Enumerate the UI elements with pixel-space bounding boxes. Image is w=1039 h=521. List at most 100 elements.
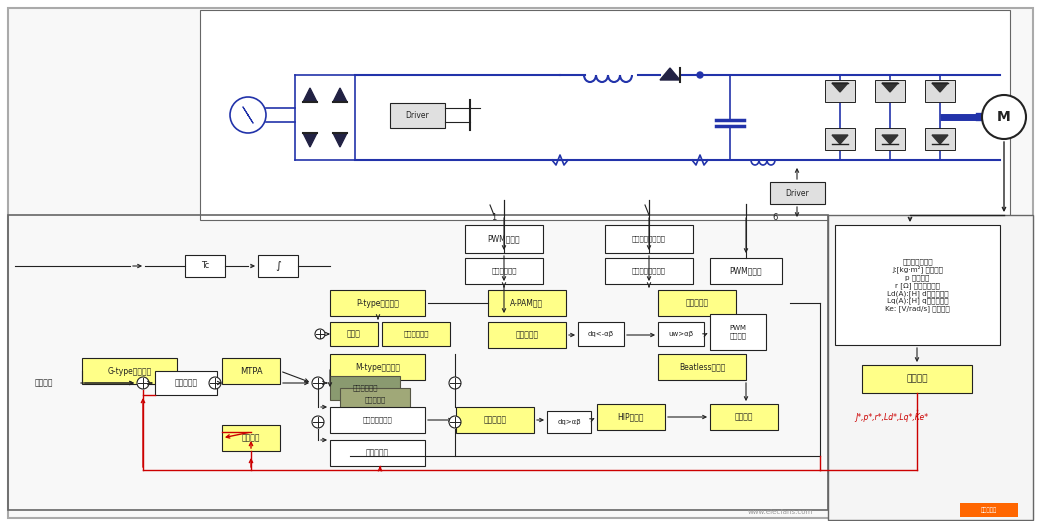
- Circle shape: [449, 416, 461, 428]
- Text: 解耦合前馈控制: 解耦合前馈控制: [363, 417, 393, 423]
- Bar: [330, 290, 425, 316]
- Bar: [222, 358, 279, 384]
- Text: Driver: Driver: [405, 110, 429, 119]
- Bar: [488, 290, 566, 316]
- Bar: [390, 103, 445, 128]
- Bar: [330, 440, 425, 466]
- Text: www.elecfans.com: www.elecfans.com: [747, 509, 812, 515]
- Circle shape: [315, 329, 325, 339]
- Text: 速度调节器: 速度调节器: [175, 378, 197, 388]
- Text: 转速指令: 转速指令: [35, 378, 53, 388]
- Text: PWM发生器: PWM发生器: [729, 267, 763, 276]
- Text: 电机参数输入：
J:[kg·m²] 转动惯量
p 磁极对数
r [Ω] 绕组一相电阻
Ld(A):[H] d轴同步电感
Lq(A):[H] q轴同步电感
Ke:: 电机参数输入： J:[kg·m²] 转动惯量 p 磁极对数 r [Ω] 绕组一相…: [885, 258, 950, 312]
- Bar: [925, 128, 955, 150]
- Bar: [465, 258, 543, 284]
- Bar: [960, 503, 1018, 517]
- Circle shape: [230, 97, 266, 133]
- Bar: [825, 128, 855, 150]
- Bar: [710, 404, 778, 430]
- Bar: [330, 376, 400, 400]
- Bar: [465, 225, 543, 253]
- Text: G-type力矩控制: G-type力矩控制: [107, 366, 152, 376]
- Text: 死区补偿: 死区补偿: [735, 413, 753, 421]
- Text: 电流调节器: 电流调节器: [366, 449, 389, 457]
- Text: 1: 1: [491, 214, 497, 222]
- Text: 电压调节器: 电压调节器: [483, 416, 507, 425]
- Text: 锁相环: 锁相环: [347, 329, 361, 339]
- Circle shape: [312, 416, 324, 428]
- Bar: [488, 322, 566, 348]
- Bar: [199, 10, 1010, 220]
- Bar: [875, 128, 905, 150]
- Polygon shape: [334, 88, 347, 102]
- Polygon shape: [882, 135, 898, 144]
- Bar: [862, 365, 973, 393]
- Bar: [8, 215, 828, 510]
- Bar: [770, 182, 825, 204]
- Bar: [185, 255, 225, 277]
- Polygon shape: [932, 135, 948, 144]
- Text: Tc: Tc: [201, 262, 209, 270]
- Text: 低通滤波器: 低通滤波器: [515, 330, 538, 340]
- Text: 直流母线电流检测: 直流母线电流检测: [632, 268, 666, 274]
- Text: PWM
移相补偿: PWM 移相补偿: [729, 325, 746, 339]
- Bar: [828, 215, 1033, 520]
- Text: dq>αβ: dq>αβ: [557, 419, 581, 425]
- Text: 直流母线电压检测: 直流母线电压检测: [632, 235, 666, 242]
- Polygon shape: [303, 133, 317, 147]
- Text: dq<-αβ: dq<-αβ: [588, 331, 614, 337]
- Bar: [605, 258, 693, 284]
- Text: ∫: ∫: [275, 261, 281, 271]
- Bar: [825, 80, 855, 102]
- Polygon shape: [832, 83, 848, 92]
- Polygon shape: [334, 133, 347, 147]
- Text: M: M: [997, 110, 1011, 124]
- Bar: [578, 322, 624, 346]
- Bar: [925, 80, 955, 102]
- Bar: [258, 255, 298, 277]
- Bar: [340, 388, 410, 412]
- Text: A-PAM控制: A-PAM控制: [510, 299, 543, 307]
- Text: HIP型限制: HIP型限制: [618, 413, 644, 421]
- Bar: [456, 407, 534, 433]
- Circle shape: [449, 377, 461, 389]
- Text: 轴误差估算器: 轴误差估算器: [403, 331, 429, 337]
- Bar: [835, 225, 1000, 345]
- Bar: [658, 354, 746, 380]
- Text: 电流调节器: 电流调节器: [365, 396, 385, 403]
- Circle shape: [982, 95, 1025, 139]
- Text: 电源电流检测: 电源电流检测: [491, 268, 516, 274]
- Text: 弱磁补偿控制: 弱磁补偿控制: [352, 384, 378, 391]
- Text: PWM发生器: PWM发生器: [487, 234, 521, 243]
- Text: uw>αβ: uw>αβ: [668, 331, 694, 337]
- Bar: [658, 322, 704, 346]
- Polygon shape: [932, 83, 948, 92]
- Bar: [382, 322, 450, 346]
- Circle shape: [137, 377, 149, 389]
- Text: 电子发烧友: 电子发烧友: [981, 507, 997, 513]
- Polygon shape: [303, 88, 317, 102]
- Bar: [658, 290, 736, 316]
- Text: 参数校正: 参数校正: [906, 375, 928, 383]
- Polygon shape: [660, 68, 680, 80]
- Circle shape: [312, 377, 324, 389]
- Bar: [710, 258, 782, 284]
- Bar: [222, 425, 279, 451]
- Circle shape: [209, 377, 221, 389]
- Text: MTPA: MTPA: [240, 366, 262, 376]
- Text: J*,p*,r*,Ld*,Lq*,Ke*: J*,p*,r*,Ld*,Lq*,Ke*: [855, 414, 928, 423]
- Text: Driver: Driver: [785, 189, 809, 197]
- Text: 6: 6: [772, 214, 777, 222]
- Text: P-type力矩控制: P-type力矩控制: [356, 299, 399, 307]
- Polygon shape: [832, 135, 848, 144]
- Bar: [597, 404, 665, 430]
- Text: 弱磁控制: 弱磁控制: [242, 433, 260, 442]
- Polygon shape: [882, 83, 898, 92]
- Text: 相电流重构: 相电流重构: [686, 299, 709, 307]
- Text: M-type力矩控制: M-type力矩控制: [355, 363, 400, 371]
- Bar: [330, 322, 378, 346]
- Bar: [82, 358, 177, 384]
- Text: Beatless控制器: Beatless控制器: [678, 363, 725, 371]
- Bar: [547, 411, 591, 433]
- Bar: [155, 371, 217, 395]
